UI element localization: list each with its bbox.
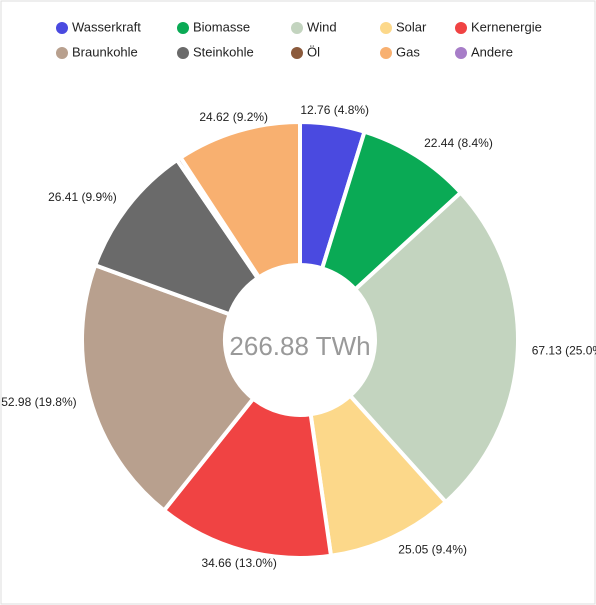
legend-label: Wind <box>307 19 337 34</box>
legend-swatch <box>455 22 467 34</box>
legend-label: Braunkohle <box>72 44 138 59</box>
legend-label: Andere <box>471 44 513 59</box>
legend-swatch <box>455 47 467 59</box>
legend-swatch <box>291 22 303 34</box>
value-label: 12.76 (4.8%) <box>300 103 369 117</box>
slice <box>178 120 302 280</box>
legend-swatch <box>56 22 68 34</box>
slice <box>348 190 520 505</box>
legend-swatch <box>177 47 189 59</box>
slice <box>162 396 333 560</box>
center-label: 266.88 TWh <box>229 331 370 361</box>
legend-swatch <box>177 22 189 34</box>
legend-swatch <box>380 22 392 34</box>
value-label: 24.62 (9.2%) <box>199 110 268 124</box>
value-label: 22.44 (8.4%) <box>424 136 493 150</box>
value-label: 25.05 (9.4%) <box>398 542 467 556</box>
legend-label: Kernenergie <box>471 19 542 34</box>
slice <box>93 157 260 317</box>
value-label: 34.66 (13.0%) <box>201 556 276 570</box>
slice <box>80 263 256 513</box>
value-label: 67.13 (25.0%) <box>532 343 596 357</box>
legend-swatch <box>56 47 68 59</box>
legend-label: Wasserkraft <box>72 19 141 34</box>
legend-label: Öl <box>307 44 320 59</box>
legend-swatch <box>380 47 392 59</box>
value-label: 52.98 (19.8%) <box>1 395 76 409</box>
value-label: 26.41 (9.9%) <box>48 190 117 204</box>
legend-swatch <box>291 47 303 59</box>
legend-label: Solar <box>396 19 427 34</box>
legend-label: Steinkohle <box>193 44 254 59</box>
legend-label: Gas <box>396 44 420 59</box>
legend-label: Biomasse <box>193 19 250 34</box>
